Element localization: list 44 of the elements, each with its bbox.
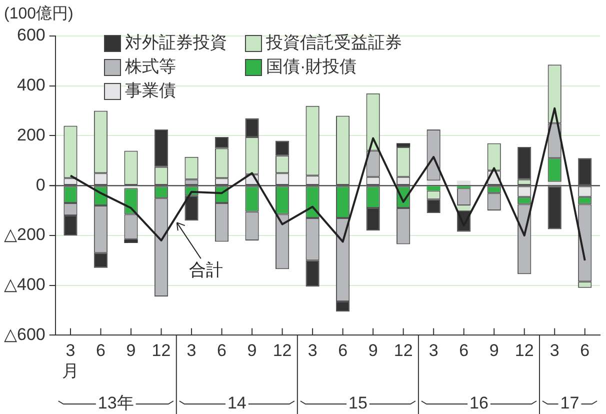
series-label: 合計 bbox=[188, 260, 223, 280]
text: 14 bbox=[227, 394, 246, 413]
bar bbox=[396, 143, 410, 147]
x-tick-label: 12 bbox=[152, 341, 171, 360]
bar bbox=[426, 186, 440, 191]
bar bbox=[426, 180, 440, 185]
x-tick-label: 12 bbox=[394, 341, 413, 360]
x-tick-label: 3 月 bbox=[62, 341, 79, 380]
x-tick-label: 9 bbox=[126, 341, 136, 360]
y-tick-label: △600 bbox=[4, 324, 46, 344]
x-tick-label: 6 bbox=[459, 341, 469, 360]
bar bbox=[457, 180, 471, 185]
y-tick-label: △400 bbox=[4, 275, 46, 294]
x-tick-label: 3 bbox=[550, 341, 560, 360]
x-tick-label: 6 bbox=[96, 341, 106, 360]
x-tick-label: 12 bbox=[514, 341, 534, 360]
y-tick-label: △200 bbox=[4, 225, 46, 244]
y-tick-label: 200 bbox=[16, 125, 46, 144]
legend-label: 株式等 bbox=[125, 56, 176, 78]
y-tick-label: 0 bbox=[36, 175, 46, 194]
x-tick-label: 9 bbox=[247, 341, 257, 360]
y-tick-label: 400 bbox=[16, 76, 46, 95]
bar bbox=[548, 182, 562, 185]
text: 16 bbox=[470, 394, 488, 413]
bar bbox=[457, 206, 471, 211]
text: 17 bbox=[560, 394, 580, 413]
text: 15 bbox=[348, 394, 368, 413]
x-tick-label: 6 bbox=[338, 341, 348, 360]
x-tick-label: 6 bbox=[217, 341, 227, 360]
text: 13年 bbox=[98, 394, 134, 413]
legend-label: 事業債 bbox=[125, 80, 176, 102]
x-tick-label: 3 bbox=[186, 341, 196, 360]
x-tick-label: 3 bbox=[308, 341, 318, 360]
x-tick-label: 6 bbox=[580, 341, 590, 360]
x-tick-label: 9 bbox=[489, 341, 499, 360]
x-tick-label: 12 bbox=[272, 341, 292, 360]
legend-label: 国債·財投債 bbox=[266, 56, 357, 78]
y-tick-label: 600 bbox=[16, 26, 46, 45]
legend-label: 対外証券投資 bbox=[125, 32, 227, 54]
bar bbox=[124, 239, 138, 243]
x-tick-label: 9 bbox=[368, 341, 378, 360]
x-tick-label: 3 bbox=[428, 341, 438, 360]
y-axis-title: (100億円) bbox=[4, 4, 74, 22]
legend-label: 投資信託受益証券 bbox=[266, 32, 402, 54]
